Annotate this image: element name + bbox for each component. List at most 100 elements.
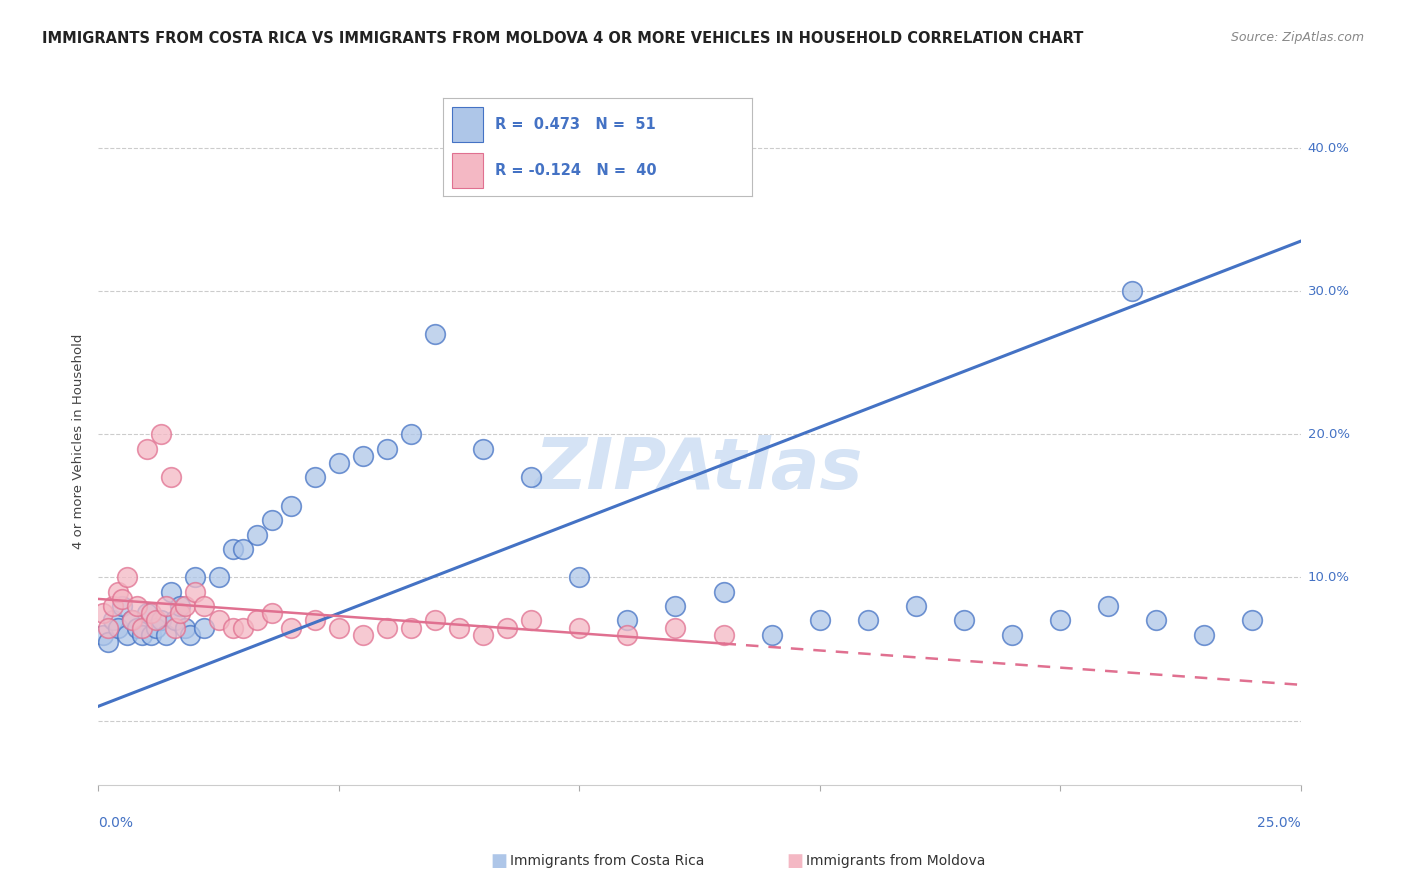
Point [423,614,446,628]
Point [183,584,205,599]
Y-axis label: 4 or more Vehicles in Household: 4 or more Vehicles in Household [72,334,86,549]
Point [568,570,591,584]
Text: R =  0.473   N =  51: R = 0.473 N = 51 [495,117,657,132]
Point [169,599,191,613]
Point [260,607,283,621]
Point [131,621,153,635]
Text: 20.0%: 20.0% [1308,428,1350,441]
Point [111,599,134,613]
Point [222,621,245,635]
Point [101,614,124,628]
Point [121,614,143,628]
Point [953,614,976,628]
Point [97,635,120,649]
Point [352,449,374,463]
Point [856,614,879,628]
Point [260,513,283,527]
Point [1121,285,1143,299]
Point [496,621,519,635]
FancyBboxPatch shape [453,153,484,188]
Point [399,621,422,635]
Point [101,599,124,613]
Point [183,570,205,584]
Point [447,621,470,635]
Point [280,499,302,513]
Point [246,614,269,628]
Point [135,442,157,456]
Point [904,599,927,613]
Point [117,570,139,584]
Point [165,621,187,635]
Point [1144,614,1167,628]
Text: Immigrants from Moldova: Immigrants from Moldova [806,854,986,868]
FancyBboxPatch shape [453,107,484,142]
Point [1097,599,1119,613]
Point [304,470,326,484]
Point [179,628,201,642]
Point [1001,628,1024,642]
Text: 25.0%: 25.0% [1257,816,1301,830]
Point [141,628,163,642]
Point [222,541,245,556]
Point [232,621,254,635]
Point [193,621,215,635]
Point [135,607,157,621]
Text: 10.0%: 10.0% [1308,571,1350,584]
Point [107,621,129,635]
Text: R = -0.124   N =  40: R = -0.124 N = 40 [495,163,657,178]
Text: ■: ■ [491,852,508,870]
Point [131,628,153,642]
Point [208,614,231,628]
Point [125,621,148,635]
Point [155,599,177,613]
Point [155,628,177,642]
Point [246,527,269,541]
Point [159,584,181,599]
Point [91,607,114,621]
Point [375,621,398,635]
Point [616,614,638,628]
Point [664,599,686,613]
Point [174,599,197,613]
Text: IMMIGRANTS FROM COSTA RICA VS IMMIGRANTS FROM MOLDOVA 4 OR MORE VEHICLES IN HOUS: IMMIGRANTS FROM COSTA RICA VS IMMIGRANTS… [42,31,1084,46]
Point [169,607,191,621]
Point [304,614,326,628]
Point [1241,614,1264,628]
Point [472,628,495,642]
Point [232,541,254,556]
Point [117,628,139,642]
Point [520,614,543,628]
Point [1049,614,1071,628]
Point [520,470,543,484]
Point [97,621,120,635]
Point [713,584,735,599]
Point [664,621,686,635]
Point [761,628,783,642]
Point [352,628,374,642]
Point [193,599,215,613]
Text: 0.0%: 0.0% [98,816,134,830]
Point [208,570,231,584]
Point [121,614,143,628]
Text: ■: ■ [786,852,803,870]
Point [280,621,302,635]
Point [125,599,148,613]
Point [145,614,167,628]
Text: ZIPAtlas: ZIPAtlas [536,434,863,503]
Point [107,584,129,599]
Point [472,442,495,456]
Point [141,607,163,621]
Text: 40.0%: 40.0% [1308,142,1350,154]
Point [423,327,446,342]
Point [165,614,187,628]
Point [375,442,398,456]
Text: Source: ZipAtlas.com: Source: ZipAtlas.com [1230,31,1364,45]
Point [808,614,831,628]
Point [328,456,350,470]
Point [1194,628,1216,642]
Point [328,621,350,635]
Point [399,427,422,442]
Point [174,621,197,635]
Point [568,621,591,635]
Point [91,628,114,642]
